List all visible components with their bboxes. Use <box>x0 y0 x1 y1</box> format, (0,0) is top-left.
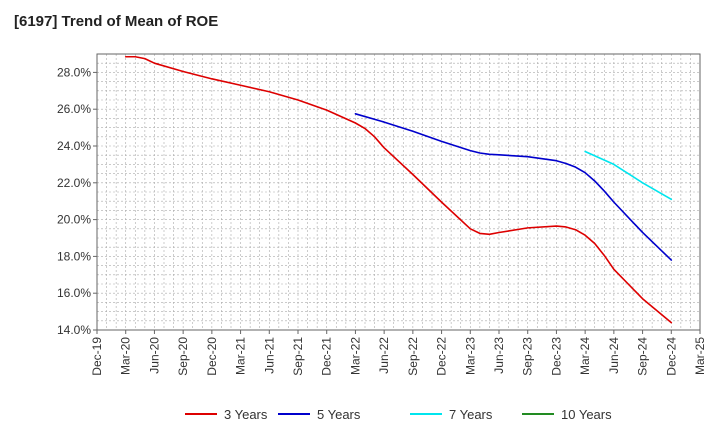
y-tick-label: 28.0% <box>57 65 91 79</box>
series-line-3-years <box>124 55 673 324</box>
grid-layer <box>96 53 701 331</box>
legend-label-10-years: 10 Years <box>561 407 612 422</box>
x-tick-label: Sep-24 <box>636 337 650 376</box>
x-tick-label: Dec-23 <box>549 337 563 376</box>
x-tick-label: Sep-21 <box>291 337 305 376</box>
x-tick-label: Sep-22 <box>406 337 420 376</box>
x-tick-label: Dec-19 <box>90 337 104 376</box>
axis-layer: 14.0% 16.0% 18.0% 20.0% 22.0% 24.0% 26.0% 28.0%… <box>57 65 707 375</box>
y-tick-label: 26.0% <box>57 102 91 116</box>
x-tick-label: Mar-22 <box>348 337 362 375</box>
x-tick-label: Mar-20 <box>119 337 133 375</box>
legend-label-3-years: 3 Years <box>224 407 268 422</box>
x-tick-label: Jun-22 <box>377 337 391 374</box>
x-tick-label: Jun-21 <box>262 337 276 374</box>
x-tick-label: Jun-23 <box>492 337 506 374</box>
x-tick-label: Dec-22 <box>435 337 449 376</box>
x-tick-label: Mar-24 <box>578 337 592 375</box>
series-line-5-years <box>354 113 673 261</box>
legend-label-5-years: 5 Years <box>317 407 361 422</box>
x-tick-label: Jun-20 <box>147 337 161 374</box>
x-tick-label: Mar-23 <box>463 337 477 375</box>
y-tick-label: 20.0% <box>57 213 91 227</box>
chart-title: [6197] Trend of Mean of ROE <box>14 13 219 30</box>
x-tick-label: Mar-25 <box>693 337 707 375</box>
x-tick-label: Sep-23 <box>521 337 535 376</box>
plot-frame <box>96 53 701 331</box>
y-tick-label: 14.0% <box>57 323 91 337</box>
x-tick-label: Jun-24 <box>607 337 621 374</box>
y-tick-label: 16.0% <box>57 286 91 300</box>
y-tick-label: 22.0% <box>57 176 91 190</box>
x-tick-label: Dec-24 <box>664 337 678 376</box>
x-tick-label: Dec-21 <box>320 337 334 376</box>
legend-label-7-years: 7 Years <box>449 407 493 422</box>
x-tick-label: Mar-21 <box>234 337 248 375</box>
legend: 3 Years 5 Years 7 Years 10 Years <box>185 407 612 422</box>
series-layer <box>124 55 673 324</box>
x-tick-label: Dec-20 <box>205 337 219 376</box>
y-tick-label: 24.0% <box>57 139 91 153</box>
y-tick-label: 18.0% <box>57 249 91 263</box>
series-line-7-years <box>584 150 673 201</box>
x-tick-label: Sep-20 <box>176 337 190 376</box>
